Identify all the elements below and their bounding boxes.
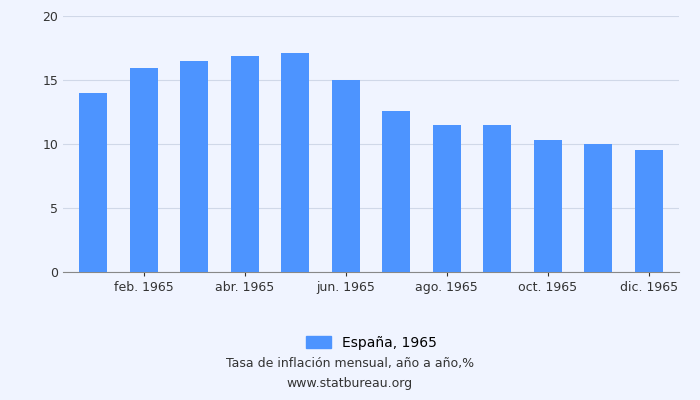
Bar [181, 61, 208, 272]
Bar [231, 56, 259, 272]
Bar [534, 140, 561, 272]
Bar [433, 125, 461, 272]
Bar [382, 111, 410, 272]
Bar [635, 150, 663, 272]
Bar [332, 80, 360, 272]
Bar [281, 53, 309, 272]
Bar [584, 144, 612, 272]
Text: Tasa de inflación mensual, año a año,%: Tasa de inflación mensual, año a año,% [226, 358, 474, 370]
Legend: España, 1965: España, 1965 [300, 330, 442, 355]
Bar [483, 125, 511, 272]
Text: www.statbureau.org: www.statbureau.org [287, 378, 413, 390]
Bar [79, 93, 107, 272]
Bar [130, 68, 158, 272]
